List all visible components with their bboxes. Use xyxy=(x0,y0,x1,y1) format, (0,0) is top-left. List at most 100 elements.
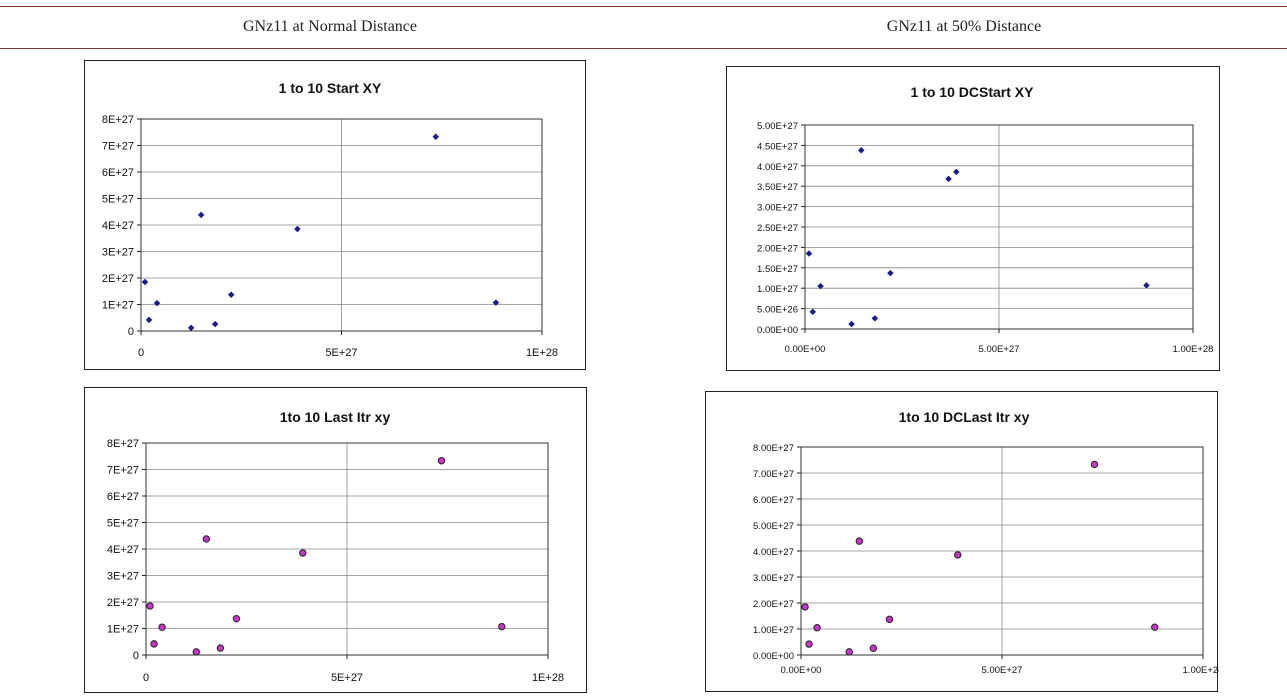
y-tick-label: 7E+27 xyxy=(102,141,134,153)
y-tick-label: 2E+27 xyxy=(102,273,134,285)
y-tick-label: 1E+27 xyxy=(107,624,139,636)
chart-title: 1 to 10 DCStart XY xyxy=(911,84,1035,100)
data-point xyxy=(1151,623,1159,631)
data-point xyxy=(146,602,154,610)
chart-svg-last-itr-xy: 1to 10 Last Itr xy 0 1E+27 2E+27 3E+27 4E+27 5… xyxy=(107,409,564,684)
y-tick-label: 1.00E+27 xyxy=(757,284,798,295)
chart-title: 1to 10 Last Itr xy xyxy=(280,409,391,425)
y-tick-label: 4E+27 xyxy=(107,544,139,556)
plot-area-frame xyxy=(804,124,1194,330)
data-point xyxy=(232,614,241,623)
data-point xyxy=(211,320,219,328)
y-tick-label: 4.00E+27 xyxy=(753,547,794,558)
chart-panel-dclast-itr-xy: 1to 10 DCLast Itr xy 0.00E+00 1.00E+27 2.00… xyxy=(705,391,1219,692)
data-point xyxy=(809,308,817,316)
data-point xyxy=(227,291,235,299)
table-top-rule xyxy=(0,6,1287,7)
data-point xyxy=(805,640,813,648)
data-point xyxy=(945,175,952,183)
x-tick-label: 0.00E+00 xyxy=(785,344,826,355)
chart-title: 1to 10 DCLast Itr xy xyxy=(899,409,1030,425)
y-tick-label: 0 xyxy=(133,650,139,662)
y-tick-label: 3.00E+27 xyxy=(753,573,794,584)
y-tick-label: 8.00E+27 xyxy=(753,443,794,454)
data-point xyxy=(1090,460,1099,469)
data-point xyxy=(1143,281,1150,289)
plot-area-frame xyxy=(145,442,549,656)
y-tick-label: 5.00E+26 xyxy=(757,305,798,316)
data-point xyxy=(817,282,824,290)
x-tick-label: 1E+28 xyxy=(526,347,558,359)
x-tick-label: 1E+28 xyxy=(532,672,564,684)
data-point xyxy=(801,603,809,611)
data-point xyxy=(952,168,960,176)
column-header-half-distance: GNz11 at 50% Distance xyxy=(886,18,1042,35)
y-tick-label: 5E+27 xyxy=(107,518,139,530)
y-tick-label: 2.00E+27 xyxy=(757,243,798,254)
data-point xyxy=(857,146,865,154)
y-tick-label: 8E+27 xyxy=(107,438,139,450)
data-point xyxy=(150,640,158,648)
x-tick-label: 5E+27 xyxy=(325,347,357,359)
y-tick-label: 6E+27 xyxy=(107,491,139,503)
data-point xyxy=(299,549,307,557)
x-tick-label: 0 xyxy=(138,347,144,359)
x-tick-label: 1.00E+28 xyxy=(1173,344,1214,355)
y-tick-label: 1.00E+27 xyxy=(753,625,794,636)
y-tick-label: 4.50E+27 xyxy=(757,141,798,152)
plot-area-frame xyxy=(800,446,1204,656)
data-point xyxy=(437,457,446,465)
chart-panel-dcstart-xy: 1 to 10 DCStart XY 0.00E+00 5.00E+26 1.00E+… xyxy=(726,66,1220,371)
y-tick-label: 6.00E+27 xyxy=(753,495,794,506)
plot-area-frame xyxy=(140,118,543,332)
chart-panel-last-itr-xy: 1to 10 Last Itr xy 0 1E+27 2E+27 3E+27 4E+27 5… xyxy=(84,387,587,693)
y-tick-label: 1E+27 xyxy=(102,300,134,312)
data-point xyxy=(845,648,853,656)
column-header-normal-distance: GNz11 at Normal Distance xyxy=(242,18,417,35)
data-point xyxy=(192,648,200,656)
data-point xyxy=(145,316,153,324)
data-point xyxy=(848,320,855,328)
data-point xyxy=(158,623,166,631)
y-tick-label: 4E+27 xyxy=(102,220,134,232)
x-tick-label: 5.00E+27 xyxy=(979,344,1020,355)
data-point xyxy=(855,537,863,545)
data-point xyxy=(871,315,879,322)
chart-svg-start-xy: 1 to 10 Start XY 0 1E+27 2E+27 3E+27 4E+27 5E+… xyxy=(102,80,558,359)
chart-svg-dclast-itr-xy: 1to 10 DCLast Itr xy 0.00E+00 1.00E+27 2.00… xyxy=(753,409,1219,676)
y-tick-label: 8E+27 xyxy=(102,114,134,126)
chart-svg-dcstart-xy: 1 to 10 DCStart XY 0.00E+00 5.00E+26 1.00E+… xyxy=(757,84,1214,355)
y-tick-label: 4.00E+27 xyxy=(757,162,798,173)
y-tick-label: 5.00E+27 xyxy=(757,121,798,132)
chart-title: 1 to 10 Start XY xyxy=(279,80,382,96)
table-header-rule xyxy=(0,48,1287,49)
data-point xyxy=(954,551,962,559)
data-point xyxy=(887,269,894,277)
y-tick-label: 6E+27 xyxy=(102,167,134,179)
y-tick-label: 1.50E+27 xyxy=(757,264,798,275)
data-point xyxy=(294,225,301,233)
y-tick-label: 3E+27 xyxy=(107,571,139,583)
data-point xyxy=(197,211,205,219)
data-point xyxy=(869,644,878,652)
x-tick-label: 0 xyxy=(143,672,149,684)
y-tick-label: 7.00E+27 xyxy=(753,469,794,480)
x-tick-label: 0.00E+00 xyxy=(781,665,822,676)
data-point xyxy=(813,624,821,632)
data-point xyxy=(885,615,894,624)
x-tick-label: 1.00E+28 xyxy=(1183,665,1219,676)
data-point xyxy=(432,133,440,141)
data-point xyxy=(805,250,813,257)
y-tick-label: 0.00E+00 xyxy=(757,325,798,336)
data-point xyxy=(187,324,195,332)
data-point xyxy=(498,622,506,631)
y-tick-label: 7E+27 xyxy=(107,465,139,477)
y-tick-label: 0 xyxy=(128,326,134,338)
y-tick-label: 3E+27 xyxy=(102,247,134,259)
y-tick-label: 3.00E+27 xyxy=(757,203,798,214)
data-point xyxy=(216,644,225,652)
data-point xyxy=(153,299,161,307)
y-tick-label: 5.00E+27 xyxy=(753,521,794,532)
y-tick-label: 3.50E+27 xyxy=(757,182,798,193)
data-point xyxy=(141,278,149,286)
